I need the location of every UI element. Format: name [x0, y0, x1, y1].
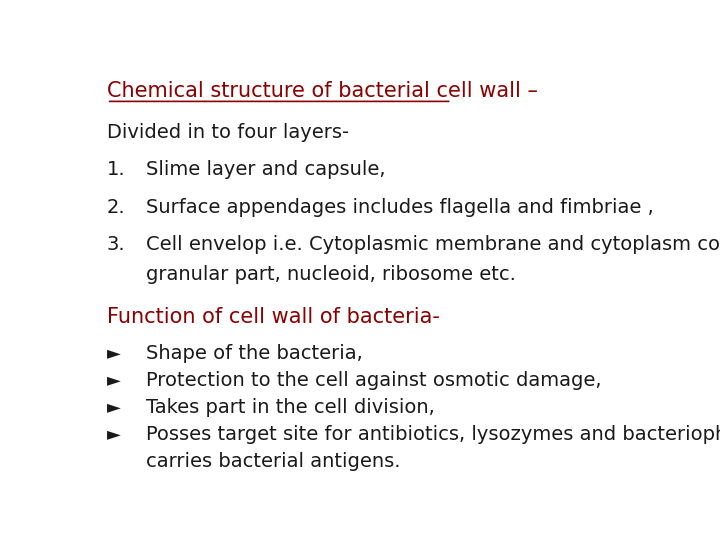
Text: Chemical structure of bacterial cell wall –: Chemical structure of bacterial cell wal… — [107, 82, 538, 102]
Text: granular part, nucleoid, ribosome etc.: granular part, nucleoid, ribosome etc. — [145, 265, 516, 284]
Text: Surface appendages includes flagella and fimbriae ,: Surface appendages includes flagella and… — [145, 198, 654, 217]
Text: Takes part in the cell division,: Takes part in the cell division, — [145, 399, 435, 417]
Text: Divided in to four layers-: Divided in to four layers- — [107, 123, 349, 142]
Text: ►: ► — [107, 344, 121, 362]
Text: Posses target site for antibiotics, lysozymes and bacteriophages,: Posses target site for antibiotics, lyso… — [145, 426, 720, 444]
Text: 1.: 1. — [107, 160, 125, 179]
Text: Protection to the cell against osmotic damage,: Protection to the cell against osmotic d… — [145, 371, 601, 390]
Text: Slime layer and capsule,: Slime layer and capsule, — [145, 160, 385, 179]
Text: ►: ► — [107, 371, 121, 389]
Text: Function of cell wall of bacteria-: Function of cell wall of bacteria- — [107, 307, 440, 327]
Text: Shape of the bacteria,: Shape of the bacteria, — [145, 344, 363, 363]
Text: 3.: 3. — [107, 235, 125, 254]
Text: carries bacterial antigens.: carries bacterial antigens. — [145, 453, 400, 471]
Text: 2.: 2. — [107, 198, 125, 217]
Text: Cell envelop i.e. Cytoplasmic membrane and cytoplasm containing: Cell envelop i.e. Cytoplasmic membrane a… — [145, 235, 720, 254]
Text: ►: ► — [107, 426, 121, 443]
Text: ►: ► — [107, 399, 121, 416]
